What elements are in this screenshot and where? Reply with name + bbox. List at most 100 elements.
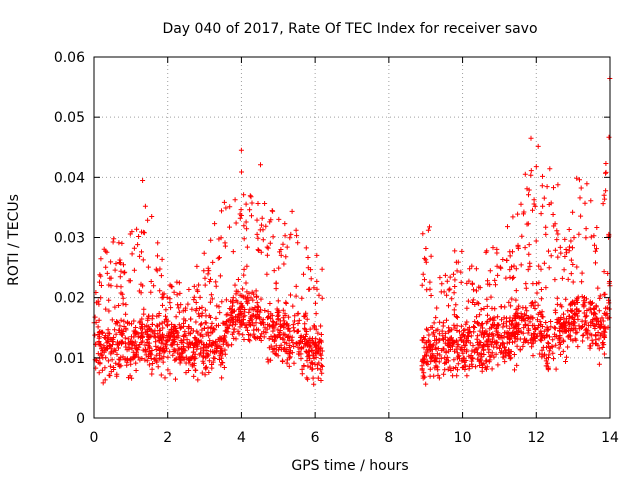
data-point	[167, 282, 173, 288]
data-point	[191, 349, 197, 355]
data-point	[187, 331, 193, 337]
data-point	[508, 303, 514, 309]
data-point	[529, 323, 535, 329]
data-point	[192, 356, 198, 362]
data-point	[213, 315, 219, 321]
data-point	[539, 309, 545, 315]
data-point	[258, 249, 264, 255]
data-point	[151, 334, 157, 340]
data-point	[145, 217, 151, 223]
data-point	[446, 342, 452, 348]
data-point	[513, 266, 519, 272]
data-point	[578, 213, 584, 219]
data-point	[206, 370, 212, 375]
data-point	[133, 325, 139, 330]
data-point	[177, 360, 183, 366]
data-point	[574, 264, 580, 270]
data-point	[573, 330, 579, 336]
data-point	[439, 281, 445, 287]
data-point	[176, 280, 182, 286]
data-point	[293, 227, 299, 233]
data-point	[434, 340, 440, 346]
data-point	[213, 323, 219, 329]
data-point	[118, 284, 124, 290]
data-point	[281, 346, 287, 352]
data-point	[139, 249, 144, 255]
data-point	[100, 380, 106, 386]
data-point	[569, 308, 575, 314]
data-point	[602, 196, 608, 202]
data-point	[539, 183, 545, 189]
data-point	[420, 271, 426, 277]
data-point	[230, 303, 235, 309]
data-point	[453, 302, 459, 308]
data-point	[438, 289, 444, 295]
data-point	[273, 334, 279, 340]
data-point	[185, 301, 191, 307]
data-point	[450, 373, 456, 379]
data-point	[509, 264, 514, 270]
data-point	[519, 233, 525, 239]
data-point	[259, 319, 265, 325]
data-point	[238, 207, 244, 213]
data-point	[173, 356, 179, 362]
data-point	[213, 279, 219, 285]
data-point	[601, 325, 607, 331]
data-point	[453, 365, 459, 370]
data-point	[193, 319, 199, 325]
data-point	[433, 359, 439, 364]
y-axis-title: ROTI / TECUs	[6, 194, 22, 286]
data-point	[458, 269, 464, 275]
x-tick-label: 0	[90, 430, 99, 446]
data-point	[157, 321, 163, 327]
data-point	[243, 201, 249, 207]
data-point	[169, 341, 175, 347]
data-point	[445, 358, 451, 364]
data-point	[198, 346, 204, 352]
data-point	[105, 337, 111, 343]
data-point	[582, 295, 587, 300]
data-point	[124, 356, 130, 362]
data-point	[493, 351, 499, 357]
x-tick-label: 14	[601, 430, 619, 446]
data-point	[119, 240, 125, 246]
data-point	[421, 345, 427, 351]
data-point	[576, 309, 582, 314]
data-point	[313, 311, 319, 317]
data-point	[217, 255, 222, 261]
data-point	[581, 304, 587, 310]
x-tick-label: 10	[454, 430, 472, 446]
data-point	[545, 364, 551, 370]
data-point	[319, 266, 325, 272]
data-point	[189, 306, 195, 312]
data-point	[174, 342, 180, 348]
data-point	[593, 311, 599, 317]
data-point	[119, 327, 125, 333]
data-point	[578, 185, 584, 191]
data-point	[528, 337, 534, 343]
data-point	[583, 226, 589, 232]
data-point	[162, 375, 168, 381]
data-point	[154, 322, 160, 328]
data-point	[241, 337, 247, 342]
data-point	[183, 360, 189, 366]
data-point	[579, 294, 585, 300]
data-point	[123, 311, 129, 317]
data-point	[191, 360, 197, 366]
data-point	[437, 275, 443, 281]
data-point	[181, 316, 187, 322]
data-point	[483, 338, 489, 344]
data-point	[462, 327, 468, 333]
data-point	[446, 348, 452, 354]
data-point	[515, 211, 521, 217]
data-point	[203, 364, 209, 370]
data-point	[125, 336, 131, 342]
data-point	[242, 313, 248, 319]
data-point	[457, 329, 462, 335]
data-point	[216, 304, 222, 310]
data-point	[563, 296, 569, 302]
data-point	[452, 284, 458, 289]
data-point	[589, 310, 595, 316]
data-point	[182, 329, 188, 335]
data-point	[567, 322, 573, 328]
